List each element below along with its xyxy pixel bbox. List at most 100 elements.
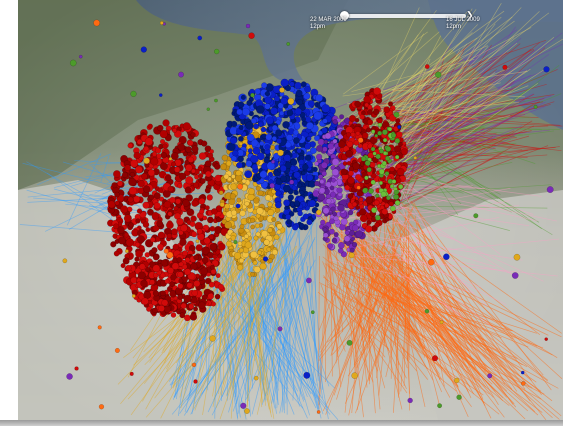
trajectory-line: [298, 248, 329, 420]
event-point: [147, 123, 153, 129]
event-point: [69, 59, 77, 67]
event-point: [173, 205, 179, 211]
trajectory-line: [399, 117, 563, 127]
trajectory-line: [408, 237, 410, 333]
trajectory-line: [411, 286, 553, 356]
event-point: [250, 154, 259, 164]
event-point: [292, 224, 299, 231]
event-point: [439, 320, 444, 325]
event-point: [261, 230, 269, 238]
event-point: [267, 258, 273, 264]
event-point: [200, 267, 209, 276]
trajectory-line: [272, 210, 316, 403]
trajectory-line: [375, 108, 539, 119]
event-point: [264, 194, 272, 201]
event-point: [229, 193, 236, 200]
event-point: [276, 138, 282, 144]
event-point: [347, 193, 354, 200]
event-point: [299, 190, 305, 196]
event-point: [487, 373, 493, 379]
map-canvas[interactable]: [18, 0, 563, 420]
event-point: [262, 256, 269, 262]
trajectory-line: [414, 215, 445, 387]
event-point: [338, 140, 346, 149]
trajectory-line: [379, 114, 526, 126]
event-point: [142, 201, 150, 209]
event-point: [257, 190, 264, 196]
event-point: [221, 154, 229, 162]
event-point: [175, 198, 182, 205]
event-point: [279, 165, 287, 172]
event-point: [187, 156, 194, 163]
event-point: [185, 176, 194, 185]
event-point: [98, 404, 105, 410]
event-point: [395, 177, 402, 184]
event-point: [364, 102, 370, 108]
event-point: [308, 199, 317, 208]
event-point: [144, 252, 150, 258]
satellite-map-view[interactable]: ❯ 22 MAR 2009 12pm 16 JUL 2009 12pm: [18, 0, 563, 420]
trajectory-line: [322, 256, 510, 406]
event-point: [143, 291, 152, 299]
trajectory-line: [383, 49, 461, 186]
event-points-layer: [62, 19, 554, 414]
event-point: [130, 159, 139, 168]
trajectory-line: [373, 94, 555, 123]
trajectory-line: [387, 228, 426, 358]
event-point: [182, 122, 191, 131]
event-point: [187, 139, 194, 147]
event-point: [199, 178, 206, 184]
event-point: [456, 394, 462, 400]
trajectory-line: [354, 227, 363, 367]
event-point: [163, 305, 171, 313]
trajectory-line: [391, 89, 525, 98]
event-point: [252, 146, 261, 155]
trajectory-line: [367, 147, 556, 164]
event-point: [137, 180, 145, 188]
event-point: [152, 254, 159, 261]
event-point: [319, 187, 326, 194]
event-point: [303, 371, 311, 379]
event-point: [355, 230, 363, 238]
trajectory-line: [349, 93, 562, 184]
event-point: [193, 254, 200, 261]
trajectory-line: [406, 118, 441, 135]
event-point: [220, 163, 227, 171]
trajectory-line: [360, 103, 444, 129]
event-point: [297, 210, 303, 217]
event-point: [250, 92, 255, 98]
event-point: [248, 32, 255, 39]
trajectory-line: [399, 146, 512, 210]
event-point: [260, 126, 267, 133]
time-slider[interactable]: ❯ 22 MAR 2009 12pm 16 JUL 2009 12pm: [310, 5, 480, 30]
event-point: [317, 193, 326, 201]
event-point: [256, 105, 265, 114]
trajectory-line: [324, 16, 502, 173]
event-point: [343, 235, 351, 242]
trajectory-line: [391, 139, 512, 164]
trajectory-line: [353, 297, 500, 415]
event-point: [396, 163, 402, 169]
event-point: [154, 147, 162, 154]
event-point: [249, 217, 256, 223]
event-point: [209, 225, 216, 232]
event-point: [371, 129, 376, 134]
event-point: [271, 124, 278, 131]
event-point: [179, 238, 187, 246]
event-point: [206, 194, 213, 201]
event-point: [378, 180, 383, 186]
event-point: [239, 223, 245, 229]
event-point: [128, 186, 137, 195]
trajectory-line: [361, 286, 387, 356]
event-point: [319, 179, 325, 184]
trajectory-line: [282, 208, 320, 396]
trajectory-line: [325, 265, 381, 415]
trajectory-line: [257, 282, 277, 414]
event-point: [375, 153, 381, 160]
event-point: [169, 281, 175, 287]
event-point: [230, 235, 236, 241]
event-point: [351, 372, 358, 379]
event-point: [363, 95, 372, 104]
trajectory-line: [343, 31, 428, 95]
event-point: [162, 119, 170, 127]
